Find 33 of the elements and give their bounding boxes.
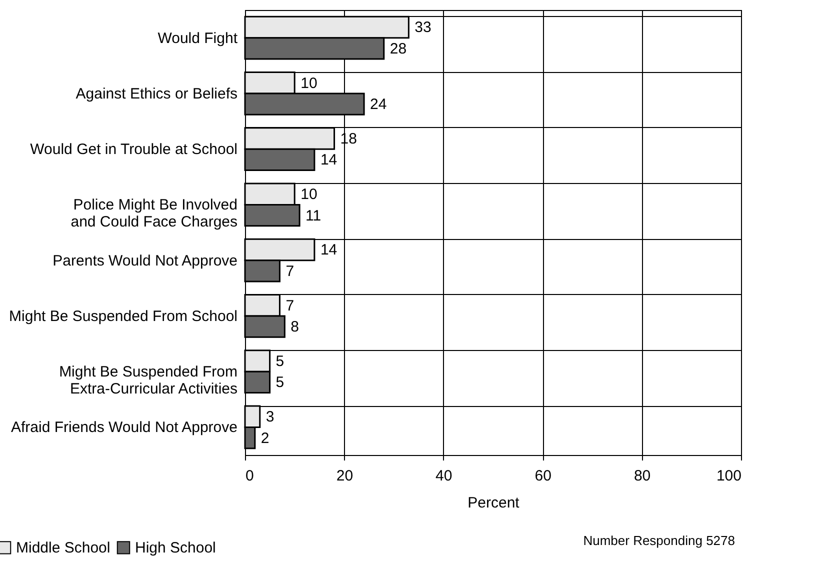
data-label: 10 <box>300 186 318 204</box>
data-label: 3 <box>266 408 274 426</box>
data-label: 2 <box>260 430 270 447</box>
data-label: 8 <box>290 318 300 336</box>
y-tick-label: Against Ethics or Beliefs <box>76 85 238 102</box>
y-tick-label: Afraid Friends Would Not Approve <box>10 419 238 436</box>
x-tick-label: 0 <box>246 468 254 484</box>
data-label: 5 <box>276 352 284 370</box>
data-label: 5 <box>276 374 284 392</box>
y-tick-label: Would Fight <box>158 30 238 47</box>
data-label: 28 <box>390 40 407 58</box>
y-tick-label: Might Be Suspended From Extra-Curricular Activities <box>59 364 238 398</box>
x-tick-label: 100 <box>716 468 742 484</box>
y-tick-label: Police Might Be Involved and Could Face Charges <box>70 196 238 231</box>
data-label: 7 <box>286 262 294 280</box>
x-tick-label: 80 <box>634 468 651 484</box>
x-axis-title: Percent <box>468 494 520 512</box>
data-label: 14 <box>320 152 338 169</box>
data-label: 24 <box>370 96 387 114</box>
data-label: 14 <box>320 242 338 259</box>
legend-label: High School <box>135 540 216 557</box>
x-tick-label: 40 <box>436 468 452 484</box>
y-tick-label: Might Be Suspended From School <box>9 308 238 325</box>
data-label: 7 <box>286 297 294 314</box>
data-label: 11 <box>306 207 322 224</box>
legend-label: Middle School <box>16 540 110 557</box>
data-label: 10 <box>300 74 318 92</box>
y-tick-label: Parents Would Not Approve <box>52 252 238 270</box>
x-tick-label: 20 <box>336 468 354 484</box>
text: Number Responding 5278 <box>583 533 735 548</box>
y-tick-label: Would Get in Trouble at School <box>30 141 238 158</box>
data-label: 33 <box>414 19 432 36</box>
x-tick-label: 60 <box>534 468 552 484</box>
